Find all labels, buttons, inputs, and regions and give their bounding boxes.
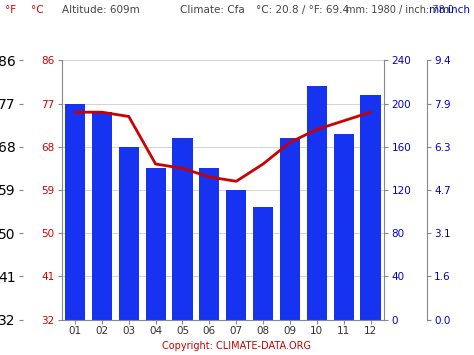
Text: mm: mm — [429, 5, 449, 15]
Text: Climate: Cfa: Climate: Cfa — [180, 5, 245, 15]
Text: inch: inch — [448, 5, 470, 15]
Bar — [226, 190, 246, 320]
Bar — [146, 168, 166, 320]
Text: °C: °C — [31, 5, 44, 15]
Bar — [173, 138, 192, 320]
Bar — [199, 168, 219, 320]
Bar — [65, 104, 85, 320]
Text: Copyright: CLIMATE-DATA.ORG: Copyright: CLIMATE-DATA.ORG — [163, 342, 311, 351]
Bar — [360, 95, 381, 320]
Bar — [307, 86, 327, 320]
Text: mm: 1980 / inch: 78.0: mm: 1980 / inch: 78.0 — [346, 5, 454, 15]
Bar — [253, 207, 273, 320]
Text: °F: °F — [5, 5, 16, 15]
Bar — [280, 138, 300, 320]
Bar — [92, 112, 112, 320]
Bar — [334, 134, 354, 320]
Text: Altitude: 609m: Altitude: 609m — [62, 5, 139, 15]
Bar — [118, 147, 139, 320]
Text: °C: 20.8 / °F: 69.4: °C: 20.8 / °F: 69.4 — [256, 5, 349, 15]
